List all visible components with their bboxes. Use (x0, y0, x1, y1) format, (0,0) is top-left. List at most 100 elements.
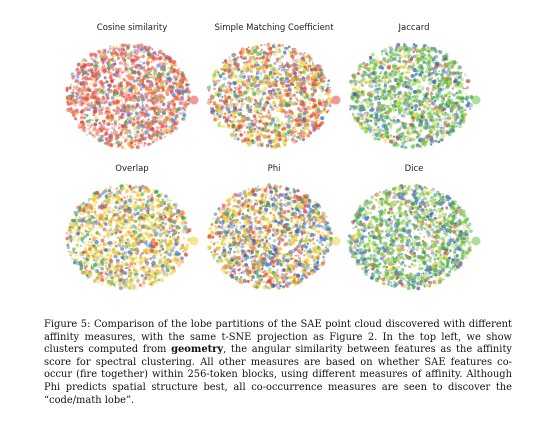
point (310, 69, 314, 72)
point (320, 85, 325, 90)
point (377, 137, 381, 141)
point (83, 116, 86, 120)
point (269, 91, 273, 95)
point (279, 91, 282, 94)
point (109, 45, 112, 48)
point (368, 97, 371, 100)
point (102, 256, 106, 259)
point (256, 130, 259, 134)
point (116, 56, 121, 60)
point (419, 145, 423, 148)
point (389, 46, 393, 50)
point (109, 72, 113, 77)
point (186, 88, 188, 91)
point (229, 101, 232, 103)
point (383, 115, 388, 120)
point (304, 55, 308, 59)
point (237, 90, 243, 95)
point (440, 136, 445, 140)
point (135, 139, 137, 141)
point (176, 75, 180, 79)
point (404, 60, 408, 64)
point (301, 100, 305, 104)
point (243, 102, 246, 105)
point (126, 216, 129, 219)
point (438, 50, 443, 55)
point (318, 124, 321, 127)
point (320, 116, 325, 121)
point (427, 111, 432, 116)
point (321, 88, 325, 92)
point (381, 123, 386, 128)
point (217, 73, 221, 76)
point (405, 65, 407, 67)
point (329, 86, 332, 89)
point (365, 119, 370, 123)
point (234, 75, 238, 79)
point (237, 99, 241, 103)
point (291, 48, 294, 51)
point (97, 90, 101, 94)
point (455, 81, 460, 86)
point (143, 47, 147, 50)
point (384, 111, 387, 114)
point (240, 112, 242, 115)
point (254, 85, 257, 88)
point (103, 58, 107, 62)
point (118, 133, 123, 137)
point (277, 123, 281, 127)
point (286, 68, 290, 72)
point (400, 83, 403, 86)
point (275, 142, 279, 146)
point (419, 119, 422, 121)
point (87, 63, 90, 66)
point (307, 55, 312, 60)
point (266, 56, 268, 59)
point (399, 132, 404, 137)
point (465, 79, 470, 84)
point (150, 76, 153, 79)
point (441, 102, 444, 105)
point (404, 146, 408, 150)
point (389, 47, 394, 52)
point (390, 101, 392, 104)
point (151, 106, 155, 110)
point (130, 117, 133, 120)
point (222, 76, 227, 81)
point (269, 103, 272, 106)
point (115, 46, 118, 50)
point (92, 96, 95, 99)
point (110, 80, 114, 84)
point (257, 84, 261, 87)
point (385, 129, 388, 132)
point (66, 102, 71, 106)
point (90, 123, 94, 127)
panel-title-overlap: Overlap (115, 164, 149, 174)
point (402, 139, 405, 141)
point (433, 84, 438, 89)
point (421, 52, 425, 56)
point (67, 96, 71, 99)
point (139, 65, 144, 70)
point (254, 58, 257, 61)
point (243, 131, 246, 134)
point (286, 115, 292, 120)
point (263, 115, 266, 118)
point (109, 47, 112, 50)
point (164, 250, 169, 255)
point (76, 75, 80, 79)
point (266, 134, 272, 139)
point (263, 104, 268, 108)
point (462, 112, 467, 117)
point (130, 95, 134, 99)
point (451, 128, 455, 133)
point (278, 65, 282, 69)
point (238, 74, 243, 79)
point (187, 98, 191, 102)
point (270, 67, 273, 71)
point (267, 140, 270, 143)
point (126, 52, 131, 57)
point (392, 115, 397, 120)
point (383, 111, 386, 115)
point (304, 122, 308, 125)
